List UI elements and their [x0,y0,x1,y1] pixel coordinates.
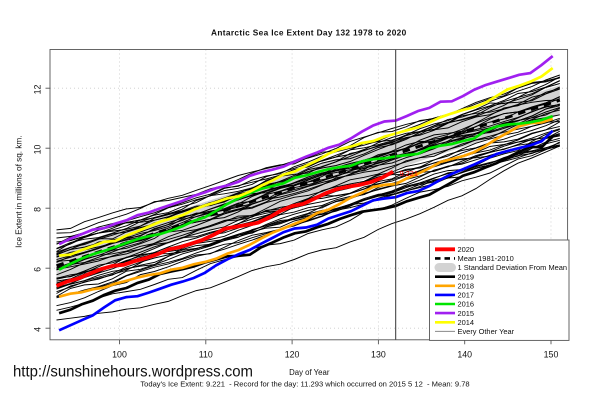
svg-text:Today's Ice Extent: 9.221 - R: Today's Ice Extent: 9.221 - Record for t… [140,379,469,388]
svg-text:8: 8 [32,207,42,212]
svg-text:Antarctic Sea Ice Extent Day 1: Antarctic Sea Ice Extent Day 132 1978 to… [211,28,407,38]
svg-text:10: 10 [32,144,42,154]
svg-text:Ice Extent in millions of sq.: Ice Extent in millions of sq. km. [15,136,24,248]
svg-text:2015: 2015 [458,309,475,318]
svg-text:140: 140 [457,349,472,359]
svg-text:120: 120 [285,349,300,359]
svg-text:Day of Year: Day of Year [289,368,330,377]
svg-text:6: 6 [32,267,42,272]
svg-text:130: 130 [371,349,386,359]
svg-text:2018: 2018 [458,282,475,291]
svg-text:100: 100 [112,349,127,359]
svg-text:http://sunshinehours.wordpress: http://sunshinehours.wordpress.com [13,363,253,380]
svg-text:2016: 2016 [458,300,475,309]
svg-text:Every Other Year: Every Other Year [458,327,515,336]
svg-text:150: 150 [544,349,559,359]
svg-text:2020: 2020 [458,245,475,254]
svg-text:Mean 1981-2010: Mean 1981-2010 [458,254,514,263]
svg-text:2017: 2017 [458,291,475,300]
svg-text:4: 4 [32,327,42,332]
svg-text:2019: 2019 [458,272,475,281]
svg-text:1 Standard Deviation From Mean: 1 Standard Deviation From Mean [458,263,568,272]
svg-text:9.221: 9.221 [400,169,419,178]
svg-text:2014: 2014 [458,318,475,327]
svg-text:12: 12 [32,84,42,94]
svg-text:110: 110 [199,349,213,359]
